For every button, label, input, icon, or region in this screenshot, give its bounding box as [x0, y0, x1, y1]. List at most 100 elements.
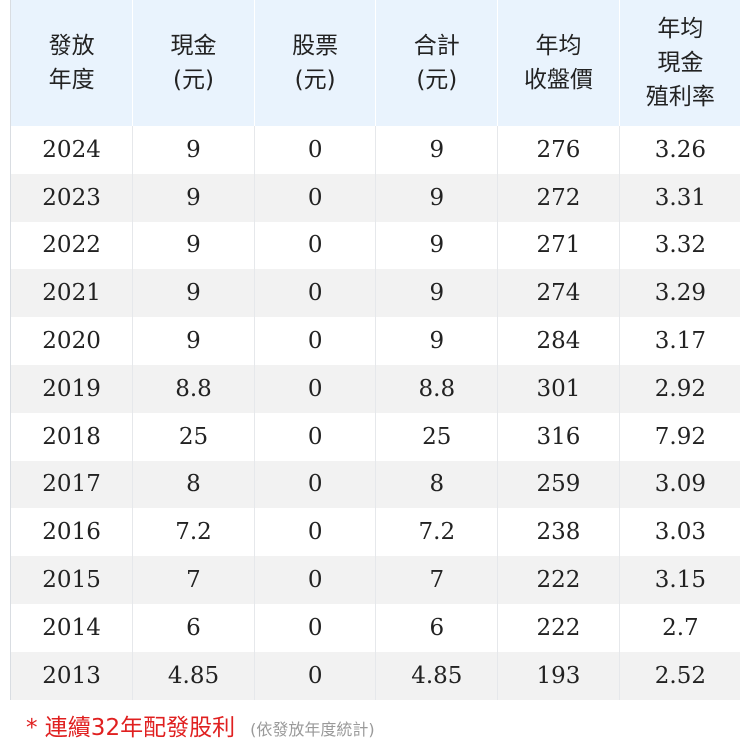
- header-line: 殖利率: [645, 84, 715, 110]
- cell-total: 9: [375, 269, 499, 318]
- footnote-sub: (依發放年度統計): [250, 720, 375, 739]
- cell-total: 8.8: [375, 364, 499, 413]
- header-avg-price: 年均 收盤價: [497, 0, 620, 126]
- cell-year: 2013: [11, 651, 134, 700]
- cell-cash: 9: [132, 221, 255, 270]
- header-line: 現金: [170, 33, 217, 59]
- cell-total: 9: [375, 173, 499, 222]
- cell-yield: 2.7: [619, 603, 740, 652]
- cell-yield: 3.32: [619, 221, 740, 270]
- cell-yield: 3.15: [619, 556, 740, 604]
- cell-cash: 9: [132, 317, 255, 365]
- cell-total: 7.2: [375, 508, 499, 557]
- cell-yield: 3.09: [619, 460, 740, 509]
- cell-total: 25: [375, 412, 499, 461]
- cell-year: 2019: [11, 364, 134, 413]
- cell-yield: 3.31: [619, 173, 740, 222]
- table-row: 2024 9 0 9 276 3.26: [11, 126, 740, 174]
- header-line: 股票: [292, 33, 339, 59]
- cell-avg-price: 276: [497, 126, 620, 174]
- cell-total: 6: [375, 603, 499, 652]
- cell-total: 4.85: [375, 651, 499, 700]
- header-stock: 股票 (元): [254, 0, 377, 126]
- cell-stock: 0: [254, 412, 377, 461]
- cell-stock: 0: [254, 364, 377, 413]
- header-yield: 年均 現金 殖利率: [619, 0, 740, 126]
- table-row: 2020 9 0 9 284 3.17: [11, 317, 740, 365]
- table-body: 2024 9 0 9 276 3.26 2023 9 0 9 272 3.31 2022 9 0 9 271 3.…: [11, 126, 740, 700]
- cell-stock: 0: [254, 269, 377, 318]
- cell-stock: 0: [254, 317, 377, 365]
- cell-avg-price: 272: [497, 173, 620, 222]
- cell-year: 2024: [11, 126, 134, 174]
- cell-cash: 25: [132, 412, 255, 461]
- header-line: 現金: [657, 50, 704, 76]
- cell-total: 8: [375, 460, 499, 509]
- cell-year: 2023: [11, 173, 134, 222]
- cell-cash: 4.85: [132, 651, 255, 700]
- header-line: (元): [173, 67, 214, 93]
- header-line: (元): [416, 67, 458, 93]
- table-row: 2022 9 0 9 271 3.32: [11, 221, 740, 270]
- cell-total: 9: [375, 317, 499, 365]
- cell-stock: 0: [254, 508, 377, 557]
- table-header: 發放 年度 現金 (元) 股票 (元) 合計 (元) 年均 收盤價: [11, 0, 740, 126]
- header-line: 合計: [413, 33, 460, 59]
- cell-avg-price: 284: [497, 317, 620, 365]
- cell-total: 9: [375, 126, 499, 174]
- table-row: 2023 9 0 9 272 3.31: [11, 173, 740, 222]
- table-row: 2016 7.2 0 7.2 238 3.03: [11, 508, 740, 557]
- table-row: 2013 4.85 0 4.85 193 2.52: [11, 651, 740, 700]
- cell-year: 2015: [11, 556, 134, 604]
- cell-cash: 8.8: [132, 364, 255, 413]
- header-line: 年度: [48, 67, 95, 93]
- header-cash: 現金 (元): [132, 0, 255, 126]
- cell-stock: 0: [254, 556, 377, 604]
- cell-total: 7: [375, 556, 499, 604]
- cell-avg-price: 316: [497, 412, 620, 461]
- table-row: 2017 8 0 8 259 3.09: [11, 460, 740, 509]
- cell-year: 2016: [11, 508, 134, 557]
- cell-cash: 9: [132, 173, 255, 222]
- cell-cash: 6: [132, 603, 255, 652]
- cell-stock: 0: [254, 460, 377, 509]
- cell-avg-price: 222: [497, 556, 620, 604]
- cell-stock: 0: [254, 651, 377, 700]
- cell-yield: 3.03: [619, 508, 740, 557]
- cell-stock: 0: [254, 173, 377, 222]
- table-row: 2015 7 0 7 222 3.15: [11, 556, 740, 604]
- table-row: 2021 9 0 9 274 3.29: [11, 269, 740, 318]
- cell-cash: 9: [132, 126, 255, 174]
- cell-yield: 2.52: [619, 651, 740, 700]
- cell-stock: 0: [254, 603, 377, 652]
- cell-avg-price: 193: [497, 651, 620, 700]
- cell-yield: 7.92: [619, 412, 740, 461]
- cell-year: 2022: [11, 221, 134, 270]
- cell-avg-price: 301: [497, 364, 620, 413]
- cell-year: 2014: [11, 603, 134, 652]
- table-row: 2019 8.8 0 8.8 301 2.92: [11, 364, 740, 413]
- table-row: 2018 25 0 25 316 7.92: [11, 412, 740, 461]
- header-total: 合計 (元): [375, 0, 499, 126]
- cell-yield: 3.29: [619, 269, 740, 318]
- cell-year: 2017: [11, 460, 134, 509]
- header-line: (元): [294, 67, 336, 93]
- cell-yield: 3.17: [619, 317, 740, 365]
- header-line: 年均: [657, 16, 704, 42]
- cell-cash: 7: [132, 556, 255, 604]
- cell-year: 2020: [11, 317, 134, 365]
- header-line: 發放: [48, 33, 95, 59]
- cell-total: 9: [375, 221, 499, 270]
- cell-avg-price: 238: [497, 508, 620, 557]
- cell-cash: 9: [132, 269, 255, 318]
- cell-year: 2018: [11, 412, 134, 461]
- cell-avg-price: 222: [497, 603, 620, 652]
- cell-cash: 8: [132, 460, 255, 509]
- cell-stock: 0: [254, 126, 377, 174]
- header-row: 發放 年度 現金 (元) 股票 (元) 合計 (元) 年均 收盤價: [11, 0, 740, 126]
- dividend-table: 發放 年度 現金 (元) 股票 (元) 合計 (元) 年均 收盤價: [11, 0, 740, 700]
- cell-year: 2021: [11, 269, 134, 318]
- cell-avg-price: 274: [497, 269, 620, 318]
- header-year: 發放 年度: [11, 0, 134, 126]
- dividend-table-frame: 發放 年度 現金 (元) 股票 (元) 合計 (元) 年均 收盤價: [10, 0, 740, 700]
